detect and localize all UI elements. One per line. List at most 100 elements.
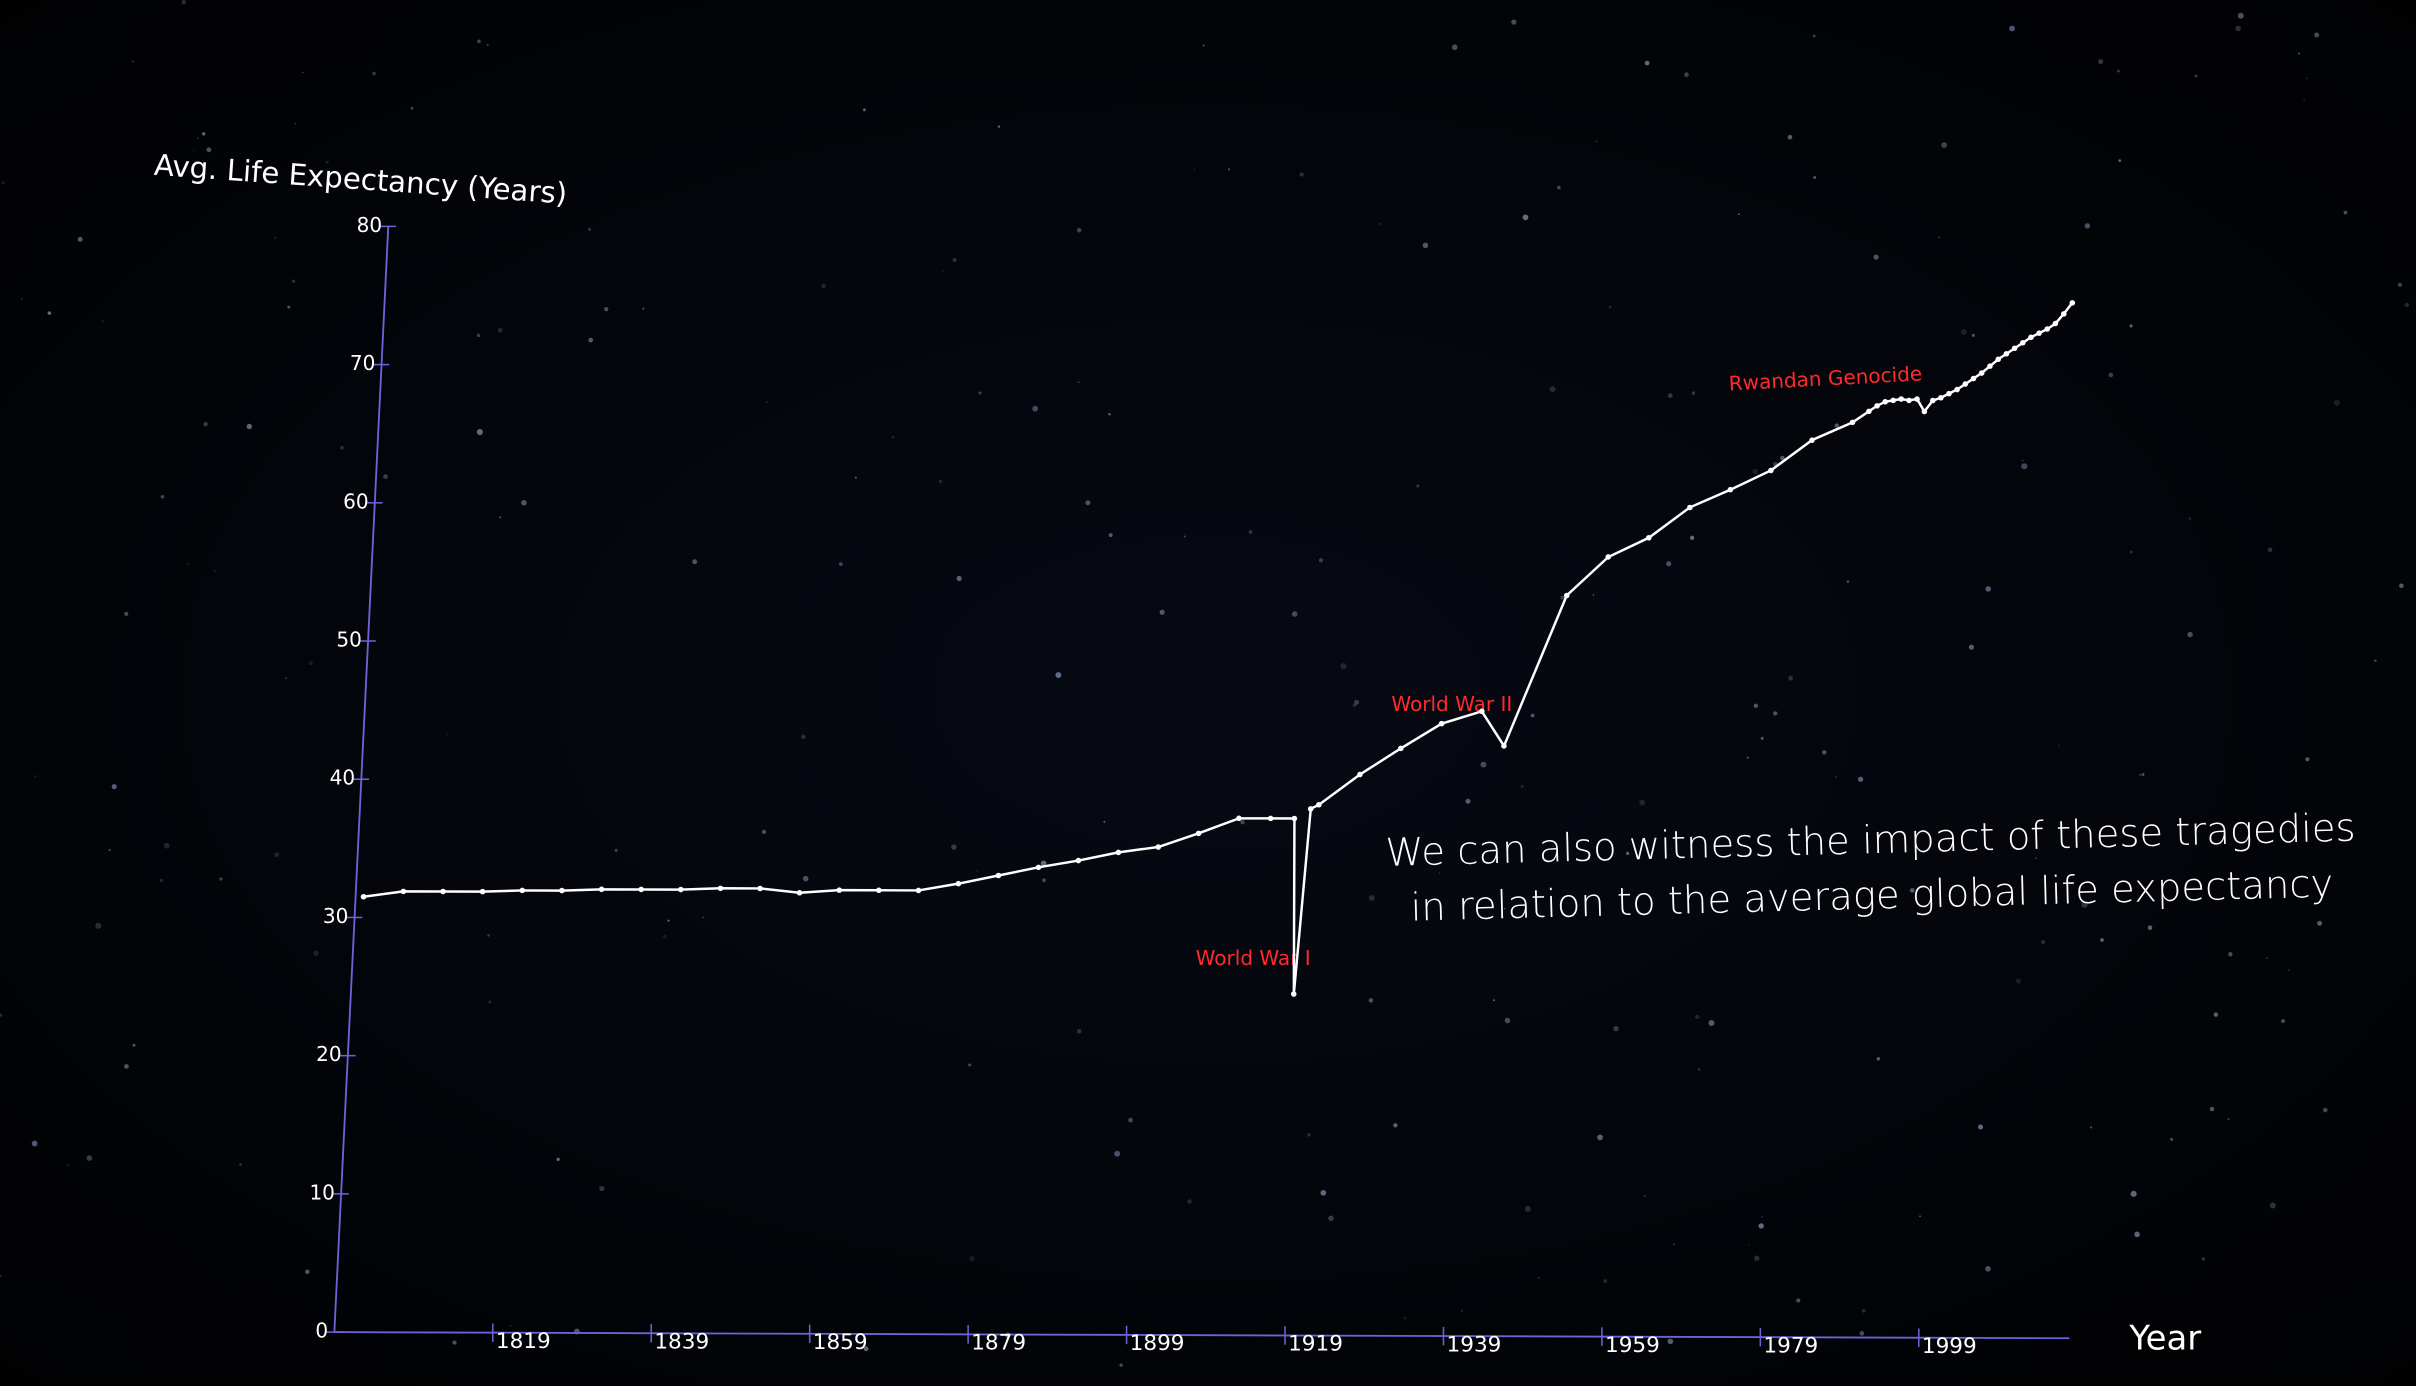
star xyxy=(1691,391,1696,395)
point xyxy=(1874,403,1880,409)
star xyxy=(1378,222,1381,225)
star xyxy=(2118,159,2122,163)
star xyxy=(1597,1134,1603,1141)
star xyxy=(197,137,199,139)
star xyxy=(1077,381,1080,384)
point xyxy=(1938,395,1944,401)
star xyxy=(2188,517,2192,521)
star xyxy=(305,1269,310,1275)
star xyxy=(132,1043,136,1047)
star xyxy=(1608,305,1612,309)
star xyxy=(1773,711,1778,716)
star xyxy=(410,106,414,110)
point xyxy=(1970,375,1977,382)
point xyxy=(1035,864,1042,871)
point xyxy=(1914,396,1920,402)
star xyxy=(2021,459,2024,462)
star xyxy=(1737,213,1740,216)
y-tick-label: 70 xyxy=(350,351,375,375)
star xyxy=(2129,324,2133,328)
star xyxy=(1187,1199,1192,1204)
star xyxy=(1240,820,1245,825)
star xyxy=(702,916,704,919)
star xyxy=(1530,713,1535,718)
star xyxy=(0,1274,2,1278)
star xyxy=(1108,413,1111,416)
star xyxy=(219,877,223,881)
star xyxy=(287,305,291,309)
star xyxy=(101,320,104,323)
star xyxy=(1328,1215,1334,1221)
star xyxy=(1968,644,1975,650)
point xyxy=(638,886,644,893)
star xyxy=(294,122,297,125)
star xyxy=(1159,609,1165,615)
star xyxy=(2130,550,2133,554)
star xyxy=(1451,44,1458,51)
star xyxy=(1960,329,1967,335)
star xyxy=(2397,282,2403,288)
star xyxy=(486,43,489,46)
star xyxy=(1919,1215,1921,1218)
point xyxy=(757,885,763,892)
star xyxy=(1368,895,1375,901)
point xyxy=(400,888,407,895)
point xyxy=(796,889,803,896)
star xyxy=(291,279,296,283)
star xyxy=(1625,851,1630,856)
star xyxy=(246,423,253,430)
star xyxy=(124,611,129,616)
star xyxy=(1416,484,1420,488)
star xyxy=(588,227,592,231)
star xyxy=(978,391,982,395)
x-tick-label: 1839 xyxy=(654,1329,709,1354)
star xyxy=(1758,1223,1764,1229)
point xyxy=(360,893,367,900)
point xyxy=(955,880,962,887)
star xyxy=(1752,468,1758,475)
star xyxy=(2084,223,2091,229)
star xyxy=(131,60,134,63)
point xyxy=(1849,419,1856,426)
star xyxy=(308,661,313,666)
star xyxy=(1971,333,1975,337)
star xyxy=(340,446,344,450)
star xyxy=(1340,663,1347,670)
star xyxy=(667,919,670,922)
star xyxy=(2035,857,2038,860)
star xyxy=(2323,1107,2328,1113)
star xyxy=(509,1324,512,1327)
y-tick-label: 50 xyxy=(336,628,361,652)
star xyxy=(1055,672,1062,679)
annotation: World War I xyxy=(1196,946,1311,970)
point xyxy=(2020,340,2026,346)
star xyxy=(1077,1029,1082,1034)
star xyxy=(487,934,490,937)
star xyxy=(1780,455,1785,461)
point xyxy=(717,885,724,892)
star xyxy=(969,1256,975,1262)
star xyxy=(2227,1118,2230,1120)
star xyxy=(2213,1012,2219,1017)
star xyxy=(2305,77,2308,80)
point xyxy=(1501,743,1507,749)
y-tick-label: 40 xyxy=(330,766,355,790)
star xyxy=(2228,952,2233,957)
x-axis xyxy=(334,1331,2070,1340)
star xyxy=(1835,776,1837,778)
point xyxy=(2069,300,2076,306)
star xyxy=(891,435,895,439)
star xyxy=(239,1163,242,1166)
point xyxy=(1155,844,1162,850)
x-tick-label: 1979 xyxy=(1763,1333,1818,1358)
star xyxy=(1032,405,1039,412)
star xyxy=(1748,1244,1750,1246)
star xyxy=(2269,1202,2276,1209)
star xyxy=(762,829,767,834)
star xyxy=(2187,631,2193,638)
star xyxy=(2117,69,2120,73)
star xyxy=(86,1155,93,1161)
star xyxy=(2201,1257,2205,1261)
star xyxy=(159,878,164,883)
